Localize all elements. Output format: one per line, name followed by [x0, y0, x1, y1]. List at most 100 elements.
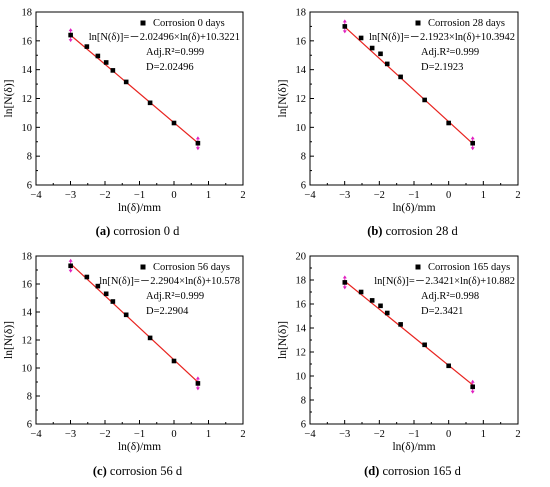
y-tick-label: 14 — [22, 308, 33, 319]
error-cap-up — [195, 136, 200, 140]
legend: Corrosion 28 days — [415, 18, 505, 29]
data-point — [422, 97, 427, 103]
y-tick-label: 12 — [22, 336, 33, 347]
error-cap-down — [342, 30, 347, 34]
y-tick-label: 6 — [27, 181, 32, 192]
x-tick-label: −3 — [339, 429, 350, 440]
data-point — [147, 100, 153, 106]
x-tick-label: −1 — [134, 429, 145, 440]
data-point — [384, 310, 390, 316]
caption-letter: (c) — [92, 464, 107, 478]
caption-text: corrosion 28 d — [385, 224, 458, 238]
y-tick-label: 12 — [22, 94, 33, 105]
data-point — [84, 274, 90, 280]
error-cap-up — [342, 275, 347, 279]
x-tick-label: −2 — [374, 429, 385, 440]
data-point — [342, 24, 348, 29]
legend-label: Corrosion 0 days — [153, 18, 225, 29]
x-tick-label: −1 — [408, 429, 419, 440]
y-axis-label: ln[N(δ)] — [3, 80, 15, 118]
caption-a: (a) corrosion 0 d — [0, 224, 275, 239]
x-axis: −4 −3 −2 −1 0 1 2 ln(δ)/mm — [30, 420, 246, 453]
data-point — [68, 263, 73, 269]
y-tick-label: 14 — [296, 65, 307, 76]
caption-text: corrosion 56 d — [109, 464, 183, 478]
data-point — [470, 384, 475, 390]
y-tick-label: 6 — [301, 181, 306, 192]
x-tick-label: −1 — [408, 190, 419, 201]
legend: Corrosion 0 days — [140, 18, 225, 29]
y-tick-label: 20 — [296, 252, 307, 263]
fit-equation: ln[N(δ)]=－2.02496×ln(δ)+10.3221 — [89, 32, 240, 43]
x-tick-label: −3 — [339, 190, 350, 201]
annotation: ln[N(δ)]=－2.3421×ln(δ)+10.882 Adj.R²=0.99… — [374, 276, 515, 317]
y-tick-label: 14 — [22, 65, 33, 76]
y-axis: 6 8 10 12 14 16 18 ln[N(δ)] — [3, 8, 40, 192]
data-point — [171, 120, 177, 126]
fractal-dimension: D=2.3421 — [421, 306, 463, 317]
annotation: ln[N(δ)]=－2.2904×ln(δ)+10.578 Adj.R²=0.99… — [99, 276, 240, 317]
x-axis-label: ln(δ)/mm — [118, 202, 161, 214]
x-tick-label: −3 — [65, 190, 76, 201]
data-points — [68, 263, 201, 386]
caption-text: corrosion 0 d — [113, 224, 180, 238]
y-axis-label: ln[N(δ)] — [3, 321, 15, 359]
x-tick-label: −4 — [304, 190, 316, 201]
x-axis-label: ln(δ)/mm — [118, 441, 161, 453]
x-tick-label: 1 — [206, 429, 211, 440]
fit-line — [344, 280, 474, 386]
fractal-dimension: D=2.2904 — [146, 306, 189, 317]
x-tick-label: −4 — [30, 429, 42, 440]
y-axis-label: ln[N(δ)] — [277, 321, 289, 359]
y-tick-label: 12 — [296, 94, 307, 105]
error-cap-down — [342, 286, 347, 290]
error-cap-up — [68, 258, 73, 262]
data-point — [84, 44, 90, 49]
x-axis: −4 −3 −2 −1 0 1 2 ln(δ)/mm — [304, 420, 521, 453]
x-axis: −4 −3 −2 −1 0 1 2 ln(δ)/mm — [30, 181, 246, 214]
data-point — [110, 299, 116, 304]
data-point — [195, 140, 201, 146]
y-tick-label: 10 — [22, 123, 33, 134]
y-tick-label: 10 — [296, 123, 307, 134]
panel-d: −4 −3 −2 −1 0 1 2 ln(δ)/mm 6 8 10 12 14 16 18 20 ln[N(δ)… — [275, 244, 550, 487]
caption-c: (c) corrosion 56 d — [0, 464, 275, 479]
y-axis: 6 8 10 12 14 16 18 ln[N(δ)] — [3, 252, 40, 431]
legend-label: Corrosion 56 days — [153, 262, 230, 273]
data-point — [470, 140, 475, 146]
panel-b: −4 −3 −2 −1 0 1 2 ln(δ)/mm 6 8 10 12 14 16 18 ln[N(δ)] C… — [275, 0, 550, 243]
error-cap-down — [195, 387, 200, 391]
fit-line — [70, 34, 199, 144]
x-tick-label: 0 — [446, 190, 451, 201]
caption-d: (d) corrosion 165 d — [275, 464, 550, 479]
adj-r2: Adj.R²=0.999 — [146, 47, 204, 58]
legend: Corrosion 56 days — [140, 262, 230, 273]
y-tick-label: 6 — [301, 420, 306, 431]
chart-d: −4 −3 −2 −1 0 1 2ln(δ)/mm68101214161820ln[N(δ)… — [277, 252, 521, 454]
x-tick-label: 2 — [240, 190, 245, 201]
x-tick-label: 0 — [171, 190, 176, 201]
x-tick-label: 2 — [240, 429, 245, 440]
data-point — [171, 358, 177, 364]
data-point — [342, 280, 348, 285]
x-tick-label: −2 — [99, 190, 110, 201]
x-tick-label: −3 — [65, 429, 76, 440]
x-axis-label: ln(δ)/mm — [392, 441, 435, 453]
x-tick-label: 0 — [171, 429, 176, 440]
data-point — [123, 312, 129, 318]
y-axis: 6 8 10 12 14 16 18 ln[N(δ)] — [277, 8, 314, 192]
y-tick-label: 10 — [22, 364, 33, 375]
x-tick-label: 0 — [446, 429, 451, 440]
y-tick-label: 16 — [296, 300, 307, 311]
adj-r2: Adj.R²=0.999 — [146, 291, 204, 302]
data-point — [369, 45, 375, 51]
x-tick-label: 2 — [515, 190, 520, 201]
legend-marker — [140, 264, 146, 270]
x-tick-label: 1 — [481, 429, 486, 440]
fractal-dimension: D=2.02496 — [146, 62, 194, 73]
error-cap-up — [470, 379, 475, 383]
legend-label: Corrosion 28 days — [428, 18, 505, 29]
caption-text: corrosion 165 d — [382, 464, 461, 478]
annotation: ln[N(δ)]=－2.1923×ln(δ)+10.3942 Adj.R²=0.9… — [369, 32, 515, 73]
error-cap-up — [342, 19, 347, 23]
